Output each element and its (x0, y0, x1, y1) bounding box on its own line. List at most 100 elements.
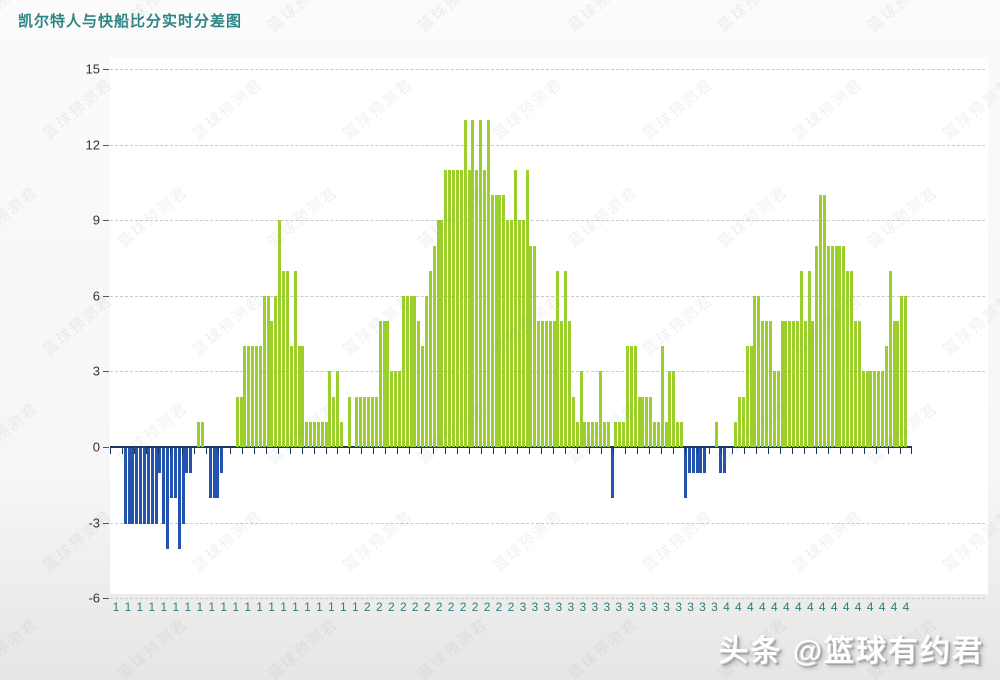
negative-bar-129 (610, 448, 614, 498)
x-axis-label-quarter: 3 (579, 600, 587, 614)
watermark-text: 篮球预测君 (265, 615, 342, 680)
x-axis-label-quarter: 2 (507, 600, 515, 614)
x-axis-label-quarter: 4 (723, 600, 730, 614)
x-axis-label-quarter: 3 (627, 600, 635, 614)
positive-bar-22 (197, 422, 200, 447)
positive-bar-43 (278, 220, 282, 447)
watermark-text: 篮球预测君 (415, 615, 492, 680)
positive-bar-108 (529, 246, 533, 447)
positive-bar-142 (660, 346, 664, 447)
negative-bar-26 (212, 448, 216, 498)
positive-bar-86 (444, 170, 448, 447)
x-axis-label-quarter: 4 (782, 600, 790, 614)
positive-bar-35 (247, 346, 251, 447)
negative-bar-9 (146, 448, 150, 524)
positive-bar-130 (614, 422, 618, 447)
y-axis-tick (103, 598, 109, 599)
positive-bar-74 (397, 371, 401, 447)
positive-bar-76 (405, 296, 409, 447)
positive-bar-56 (328, 371, 332, 447)
positive-bar-120 (575, 422, 579, 447)
x-axis-tick (313, 448, 315, 454)
x-axis-label-quarter: 4 (842, 600, 850, 614)
y-axis-tick (103, 371, 109, 372)
positive-bar-44 (282, 271, 285, 447)
negative-bar-28 (220, 448, 224, 473)
positive-bar-125 (595, 422, 598, 447)
positive-bar-126 (598, 371, 602, 447)
negative-bar-25 (208, 448, 212, 498)
x-axis-tick (888, 448, 890, 454)
positive-bar-105 (517, 220, 521, 447)
x-axis-label-quarter: 2 (471, 600, 479, 614)
positive-bar-61 (347, 397, 351, 447)
positive-bar-96 (483, 170, 486, 447)
negative-bar-3 (123, 448, 127, 524)
x-axis-label-quarter: 1 (136, 600, 144, 614)
positive-bar-200 (884, 346, 888, 447)
x-axis-tick (385, 448, 387, 454)
gridline-y15 (110, 69, 985, 70)
negative-bar-150 (691, 448, 695, 473)
positive-bar-85 (440, 220, 444, 447)
y-axis-label-12: 12 (85, 137, 100, 153)
y-axis-label--6: -6 (88, 590, 100, 606)
x-axis-tick (911, 448, 912, 454)
x-axis-tick (696, 448, 698, 454)
x-axis-label-quarter: 1 (112, 600, 120, 614)
x-axis-tick (624, 448, 626, 454)
x-axis-label-quarter: 3 (639, 600, 647, 614)
positive-bar-124 (591, 422, 595, 447)
x-axis-tick (780, 448, 782, 454)
branding-text: 头条 @篮球有约君 (718, 635, 984, 668)
x-axis-label-quarter: 4 (806, 600, 814, 614)
positive-bar-139 (649, 397, 653, 447)
positive-bar-182 (815, 246, 819, 447)
positive-bar-146 (676, 422, 680, 447)
x-axis-tick (409, 448, 411, 454)
x-axis-label-quarter: 4 (818, 600, 826, 614)
x-axis-label-quarter: 3 (711, 600, 718, 614)
positive-bar-170 (768, 321, 772, 447)
x-axis-label-quarter: 2 (364, 600, 371, 614)
watermark-text: 篮球预测君 (40, 75, 117, 144)
y-axis-label--3: -3 (88, 515, 100, 531)
y-axis-label-9: 9 (92, 212, 100, 228)
positive-bar-32 (235, 397, 239, 447)
positive-bar-113 (548, 321, 552, 447)
x-axis-label-quarter: 4 (878, 600, 886, 614)
y-axis-label-15: 15 (85, 61, 100, 77)
positive-bar-138 (645, 397, 649, 447)
positive-bar-66 (367, 397, 370, 447)
x-axis-label-quarter: 1 (232, 600, 240, 614)
positive-bar-23 (200, 422, 204, 447)
positive-bar-100 (498, 195, 502, 447)
positive-bar-190 (846, 271, 850, 447)
positive-bar-156 (714, 422, 718, 447)
negative-bar-153 (703, 448, 707, 473)
positive-bar-69 (378, 321, 382, 447)
positive-bar-68 (374, 397, 378, 447)
negative-bar-20 (189, 448, 193, 473)
positive-bar-136 (637, 397, 641, 447)
positive-bar-187 (834, 246, 838, 447)
x-axis-label-quarter: 2 (459, 600, 467, 614)
positive-bar-80 (421, 346, 425, 447)
watermark-text: 篮球预测君 (0, 399, 42, 468)
x-axis-label-quarter: 3 (651, 600, 658, 614)
x-axis-tick (205, 448, 207, 454)
x-axis-tick (181, 448, 183, 454)
positive-bar-72 (390, 371, 394, 447)
positive-bar-37 (255, 346, 258, 447)
x-axis-tick (157, 448, 159, 454)
x-axis-tick (373, 448, 375, 454)
x-axis-tick (193, 448, 195, 454)
positive-bar-97 (486, 120, 490, 447)
negative-bar-152 (699, 448, 703, 473)
positive-bar-109 (533, 246, 537, 447)
x-axis-label-quarter: 1 (148, 600, 156, 614)
positive-bar-196 (869, 371, 873, 447)
negative-bar-16 (173, 448, 177, 498)
positive-bar-184 (823, 195, 826, 447)
positive-bar-172 (776, 371, 780, 447)
